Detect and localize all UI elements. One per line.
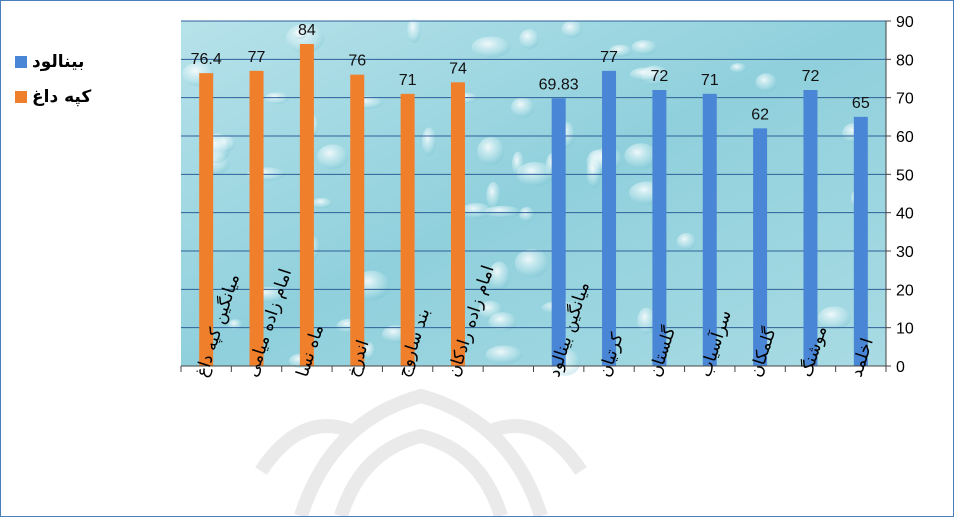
- water-drop: [407, 18, 421, 43]
- water-drop: [461, 203, 492, 219]
- data-label: 69.83: [539, 76, 579, 93]
- water-drop: [264, 92, 290, 105]
- bar: [803, 90, 818, 366]
- water-drop: [485, 345, 523, 364]
- bar: [602, 70, 617, 366]
- data-label: 72: [802, 68, 820, 85]
- data-label: 77: [600, 49, 618, 66]
- legend-item-binalood: بینالود: [15, 51, 84, 73]
- legend-item-kopet-dag: کپه داغ: [15, 86, 91, 108]
- water-drop: [421, 127, 437, 157]
- bar: [753, 128, 768, 366]
- data-label: 72: [650, 68, 668, 85]
- y-tick-label: 80: [896, 52, 914, 69]
- y-tick-label: 10: [896, 321, 914, 338]
- data-label: 62: [751, 106, 769, 123]
- water-drop: [514, 249, 549, 278]
- bar: [853, 116, 868, 366]
- y-axis: 0 10 20 30 40 50 60 70 80 90: [885, 14, 914, 376]
- water-drop: [477, 137, 505, 166]
- water-drop: [292, 28, 308, 40]
- data-label: 65: [852, 95, 870, 112]
- y-tick-label: 70: [896, 91, 914, 108]
- water-drop: [511, 97, 535, 118]
- bar: [551, 98, 566, 367]
- water-drop: [676, 232, 697, 251]
- bar: [350, 74, 365, 367]
- y-tick-label: 90: [896, 14, 914, 31]
- y-tick-label: 40: [896, 206, 914, 223]
- legend-swatch-kopet-dag: [15, 91, 27, 103]
- legend-label-kopet-dag: کپه داغ: [32, 87, 92, 107]
- gridlines: [181, 20, 886, 367]
- bar: [199, 73, 214, 366]
- water-drop: [730, 63, 747, 74]
- water-drop: [519, 29, 540, 49]
- y-tick-label: 20: [896, 282, 914, 299]
- water-drop: [586, 158, 602, 189]
- data-label: 71: [701, 72, 719, 89]
- water-drop: [609, 44, 633, 57]
- data-labels: 76.4 77 84 76 71 74 69.83 77 72 71 62 72 65: [191, 22, 870, 123]
- bar: [450, 82, 465, 366]
- water-drop: [519, 207, 535, 222]
- bars: [199, 44, 868, 367]
- data-label: 76.4: [191, 51, 222, 68]
- data-label: 71: [399, 72, 417, 89]
- y-tick-label: 50: [896, 167, 914, 184]
- y-tick-label: 60: [896, 129, 914, 146]
- water-drop: [817, 306, 851, 330]
- data-label: 77: [248, 49, 266, 66]
- plot-background: [181, 18, 886, 376]
- bar: [702, 93, 717, 366]
- water-drop: [755, 73, 778, 92]
- water-drop: [362, 342, 376, 360]
- legend-label-binalood: بینالود: [32, 52, 85, 72]
- water-drop: [228, 319, 243, 331]
- bar: [299, 44, 314, 366]
- water-drop: [484, 205, 522, 218]
- water-drop: [630, 67, 661, 81]
- bar: [400, 93, 415, 366]
- water-drop: [311, 197, 333, 209]
- water-drop: [624, 143, 658, 169]
- water-drop: [488, 312, 517, 332]
- bar: [652, 90, 667, 366]
- bar: [249, 70, 264, 366]
- y-tick-label: 30: [896, 244, 914, 261]
- water-drop: [631, 40, 658, 55]
- y-tick-label: 0: [896, 359, 905, 376]
- water-drop: [561, 20, 583, 38]
- legend-swatch-binalood: [15, 56, 27, 68]
- water-drop: [488, 261, 510, 291]
- data-label: 74: [449, 60, 467, 77]
- data-label: 84: [298, 22, 316, 39]
- water-drop: [486, 181, 501, 210]
- water-drop: [471, 36, 512, 58]
- data-label: 76: [348, 53, 366, 70]
- water-drop: [317, 144, 349, 170]
